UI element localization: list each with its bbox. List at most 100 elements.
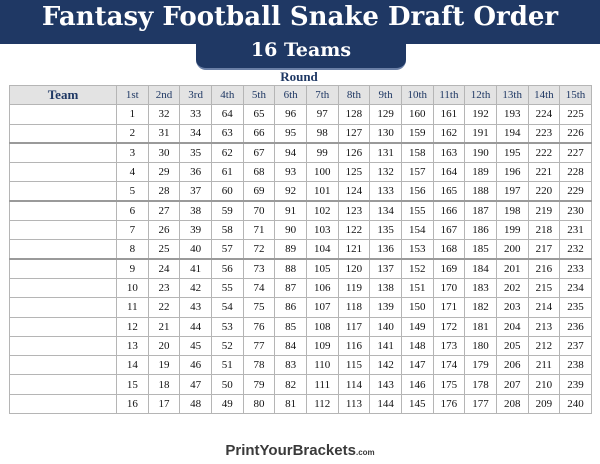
round-header: 11th (432, 84, 466, 106)
pick-cell: 167 (432, 220, 466, 241)
pick-cell: 124 (337, 181, 371, 202)
team-name-cell[interactable] (9, 393, 117, 415)
pick-cell: 84 (274, 335, 307, 357)
page-subtitle: 16 Teams (250, 39, 352, 61)
team-name-cell[interactable] (9, 277, 117, 299)
pick-cell: 29 (147, 162, 181, 183)
pick-cell: 169 (432, 258, 466, 279)
pick-cell: 206 (495, 355, 529, 376)
pick-cell: 192 (464, 104, 497, 125)
pick-cell: 85 (274, 316, 307, 337)
pick-cell: 196 (495, 162, 529, 183)
pick-cell: 122 (337, 220, 371, 241)
pick-cell: 142 (369, 355, 402, 376)
pick-cell: 225 (559, 104, 592, 125)
pick-cell: 92 (274, 181, 307, 202)
pick-cell: 41 (179, 258, 212, 279)
team-name-cell[interactable] (9, 142, 117, 164)
table-row: 13 20 45 52 77 84 109 116 141 148 173 180 205 212 237 (9, 335, 592, 357)
pick-cell: 54 (210, 297, 244, 318)
team-name-cell[interactable] (9, 355, 117, 376)
pick-cell: 182 (464, 297, 497, 318)
pick-cell: 130 (369, 123, 402, 144)
table-row: 8 25 40 57 72 89 104 121 136 153 168 185 200 217 232 (9, 239, 592, 260)
pick-cell: 177 (464, 393, 497, 415)
table-row: 14 19 46 51 78 83 110 115 142 147 174 179 206 211 238 (9, 355, 592, 376)
pick-cell: 166 (432, 200, 466, 222)
pick-cell: 181 (464, 316, 497, 337)
pick-cell: 146 (400, 374, 434, 395)
pick-cell: 178 (464, 374, 497, 395)
pick-cell: 56 (210, 258, 244, 279)
pick-cell: 203 (495, 297, 529, 318)
pick-cell: 18 (147, 374, 181, 395)
team-name-cell[interactable] (9, 316, 117, 337)
pick-cell: 23 (147, 277, 181, 299)
pick-cell: 113 (337, 393, 371, 415)
pick-cell: 17 (147, 393, 181, 415)
team-name-cell[interactable] (9, 297, 117, 318)
pick-cell: 65 (242, 104, 276, 125)
pick-cell: 240 (559, 393, 592, 415)
team-name-cell[interactable] (9, 123, 117, 144)
pick-cell: 103 (305, 220, 339, 241)
pick-cell: 1 (116, 104, 149, 125)
pick-cell: 120 (337, 258, 371, 279)
team-name-cell[interactable] (9, 335, 117, 357)
pick-cell: 183 (464, 277, 497, 299)
team-name-cell[interactable] (9, 374, 117, 395)
pick-cell: 58 (210, 220, 244, 241)
pick-cell: 108 (305, 316, 339, 337)
pick-cell: 126 (337, 142, 371, 164)
table-header-row: Team 1st 2nd 3rd 4th 5th 6th 7th 8th 9th 10th 11th… (9, 84, 592, 106)
team-name-cell[interactable] (9, 181, 117, 202)
team-name-cell[interactable] (9, 220, 117, 241)
pick-cell: 3 (116, 142, 149, 164)
pick-cell: 93 (274, 162, 307, 183)
pick-cell: 197 (495, 181, 529, 202)
pick-cell: 60 (210, 181, 244, 202)
pick-cell: 150 (400, 297, 434, 318)
table-row: 10 23 42 55 74 87 106 119 138 151 170 183 202 215 234 (9, 277, 592, 299)
pick-cell: 205 (495, 335, 529, 357)
pick-cell: 55 (210, 277, 244, 299)
pick-cell: 28 (147, 181, 181, 202)
pick-cell: 67 (242, 142, 276, 164)
pick-cell: 30 (147, 142, 181, 164)
pick-cell: 127 (337, 123, 371, 144)
pick-cell: 145 (400, 393, 434, 415)
pick-cell: 43 (179, 297, 212, 318)
pick-cell: 185 (464, 239, 497, 260)
team-name-cell[interactable] (9, 239, 117, 260)
team-name-cell[interactable] (9, 104, 117, 125)
pick-cell: 156 (400, 181, 434, 202)
pick-cell: 230 (559, 200, 592, 222)
pick-cell: 25 (147, 239, 181, 260)
pick-cell: 44 (179, 316, 212, 337)
pick-cell: 125 (337, 162, 371, 183)
pick-cell: 179 (464, 355, 497, 376)
pick-cell: 77 (242, 335, 276, 357)
team-name-cell[interactable] (9, 200, 117, 222)
round-label: Round (280, 69, 318, 84)
pick-cell: 180 (464, 335, 497, 357)
pick-cell: 110 (305, 355, 339, 376)
pick-cell: 100 (305, 162, 339, 183)
team-name-cell[interactable] (9, 258, 117, 279)
team-name-cell[interactable] (9, 162, 117, 183)
pick-cell: 153 (400, 239, 434, 260)
pick-cell: 27 (147, 200, 181, 222)
pick-cell: 88 (274, 258, 307, 279)
pick-cell: 52 (210, 335, 244, 357)
pick-cell: 174 (432, 355, 466, 376)
pick-cell: 97 (305, 104, 339, 125)
pick-cell: 22 (147, 297, 181, 318)
table-row: 4 29 36 61 68 93 100 125 132 157 164 189 196 221 228 (9, 162, 592, 183)
pick-cell: 233 (559, 258, 592, 279)
pick-cell: 221 (527, 162, 561, 183)
pick-cell: 239 (559, 374, 592, 395)
team-column-header: Team (9, 84, 117, 106)
pick-cell: 213 (527, 316, 561, 337)
pick-cell: 217 (527, 239, 561, 260)
pick-cell: 172 (432, 316, 466, 337)
